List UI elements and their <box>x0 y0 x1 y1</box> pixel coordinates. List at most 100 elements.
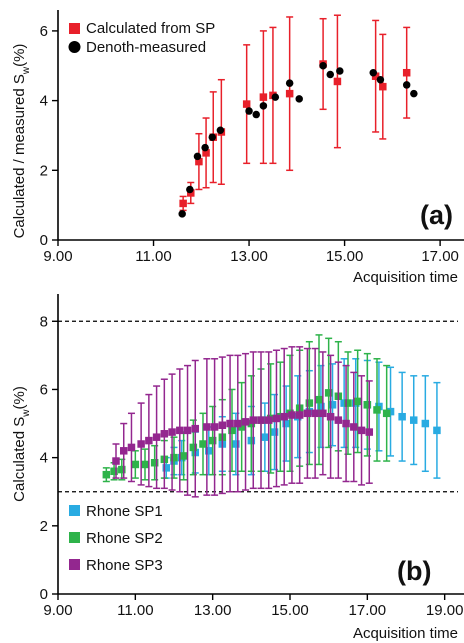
data-point <box>342 419 350 428</box>
x-tick-label: 15.00 <box>271 602 309 619</box>
data-point <box>305 399 314 407</box>
panel-a-y-axis-label-main: Calculated / measured S <box>11 74 28 238</box>
data-point <box>226 419 234 428</box>
data-point <box>376 75 385 84</box>
legend-label-rhone-sp2: Rhone SP2 <box>86 530 163 547</box>
data-point <box>162 464 171 472</box>
data-point <box>276 412 285 421</box>
data-point <box>102 470 111 479</box>
panel-b-y-axis-label-main: Calculated S <box>11 417 28 502</box>
x-tick-label: 9.00 <box>43 248 72 265</box>
data-point <box>295 411 304 419</box>
data-point <box>241 418 250 426</box>
legend-label-calculated-from-sp: Calculated from SP <box>86 20 215 37</box>
series-rhone-sp3 <box>112 346 374 498</box>
data-point <box>373 406 381 414</box>
data-point <box>232 440 240 448</box>
legend-label-rhone-sp3: Rhone SP3 <box>86 557 163 574</box>
panel-b-y-axis-label-subscript: w <box>21 409 32 418</box>
data-point <box>326 412 335 421</box>
data-point <box>216 126 225 134</box>
data-point <box>409 416 418 424</box>
panel-a-label: (a) <box>420 200 453 230</box>
data-point <box>245 107 253 115</box>
data-point <box>119 447 128 455</box>
panel-a-y-axis-label-unit: (%) <box>11 44 28 67</box>
data-point <box>303 409 312 418</box>
data-point <box>264 416 273 424</box>
y-tick-label: 4 <box>40 450 48 467</box>
data-point <box>152 433 161 441</box>
data-point <box>208 133 217 141</box>
x-tick-label: 11.00 <box>117 602 153 619</box>
panel-a-legend: Calculated from SP Denoth-measured <box>68 20 215 56</box>
legend-swatch-calculated-from-sp <box>69 23 80 34</box>
data-point <box>324 389 333 397</box>
data-point <box>259 93 268 101</box>
panel-a-x-ticks: 9.00 11.00 13.00 15.00 17.00 <box>43 240 459 265</box>
y-tick-label: 6 <box>40 381 48 398</box>
data-point <box>127 443 136 452</box>
data-point <box>398 412 406 421</box>
x-tick-label: 9.00 <box>43 602 72 619</box>
panel-a-chart: 9.00 11.00 13.00 15.00 17.00 0 2 4 6 Acquisitio… <box>11 10 464 286</box>
data-point <box>402 68 411 77</box>
data-point <box>369 68 377 77</box>
data-point <box>242 100 251 108</box>
data-point <box>333 77 342 86</box>
data-point <box>410 89 418 98</box>
x-tick-label: 13.00 <box>230 248 268 265</box>
data-point <box>285 79 294 87</box>
data-point <box>328 401 337 409</box>
data-point <box>317 402 325 411</box>
data-point <box>285 89 294 98</box>
panel-b-label: (b) <box>397 556 431 586</box>
x-tick-label: 15.00 <box>326 248 364 265</box>
data-point <box>203 423 211 431</box>
data-point <box>261 433 269 441</box>
legend-label-denoth-measured: Denoth-measured <box>86 39 206 56</box>
data-point <box>379 82 387 91</box>
panel-a-series <box>178 14 418 218</box>
data-point <box>334 416 343 424</box>
legend-swatch-rhone-sp3 <box>69 559 80 570</box>
data-point <box>433 426 441 435</box>
data-point <box>150 459 159 467</box>
data-point <box>357 426 366 435</box>
data-point <box>326 70 335 79</box>
data-point <box>270 428 279 436</box>
panel-b-x-axis-label: Acquisition time <box>353 625 458 642</box>
data-point <box>205 447 213 455</box>
data-point <box>336 67 344 75</box>
data-point <box>382 409 391 418</box>
data-point <box>193 152 202 161</box>
data-point <box>259 102 268 110</box>
x-tick-label: 11.00 <box>135 248 171 265</box>
panel-a-y-ticks: 0 2 4 6 <box>40 23 58 249</box>
x-tick-label: 13.00 <box>194 602 232 619</box>
data-point <box>288 411 296 419</box>
data-point <box>176 426 184 435</box>
data-point <box>228 426 236 435</box>
y-tick-label: 4 <box>40 93 48 110</box>
data-point <box>137 440 145 448</box>
data-point <box>371 72 380 80</box>
data-point <box>344 399 352 407</box>
data-point <box>340 399 348 407</box>
data-point <box>145 436 153 445</box>
data-point <box>257 416 265 424</box>
data-point <box>271 93 280 101</box>
data-point <box>199 440 207 448</box>
data-point <box>141 460 149 469</box>
data-point <box>249 416 258 424</box>
data-point <box>179 452 188 460</box>
data-point <box>237 423 246 431</box>
data-point <box>179 199 187 208</box>
data-point <box>295 95 303 103</box>
data-point <box>282 419 290 428</box>
panel-b-reference-lines <box>58 320 458 493</box>
data-point <box>195 157 203 166</box>
panel-b-legend: Rhone SP1 Rhone SP2 Rhone SP3 <box>69 503 163 574</box>
data-point <box>112 457 120 465</box>
